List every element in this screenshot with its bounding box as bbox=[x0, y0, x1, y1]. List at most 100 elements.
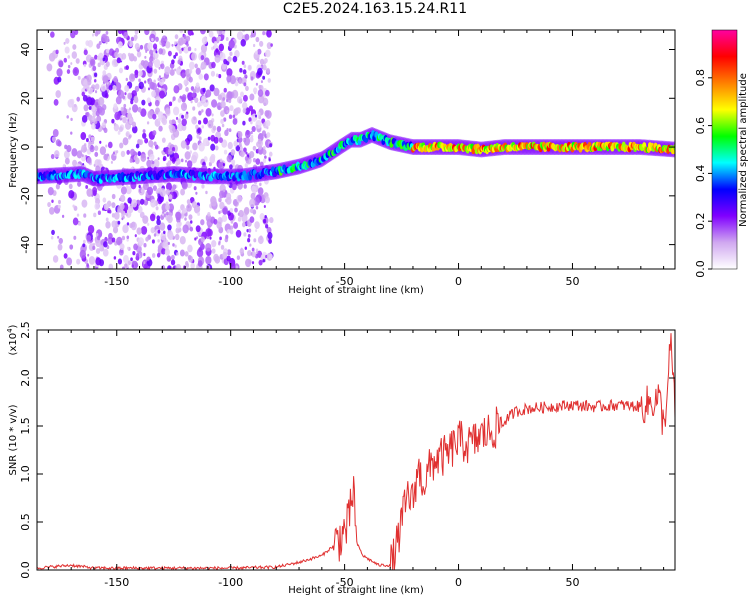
spectrogram-noise-blob bbox=[83, 143, 87, 147]
spectrogram-noise-blob bbox=[176, 44, 181, 51]
spectrogram-noise-blob bbox=[131, 121, 137, 128]
spectrogram-noise-blob bbox=[175, 52, 178, 57]
spectrogram-noise-blob bbox=[120, 106, 124, 112]
spectrogram-noise-blob bbox=[90, 136, 95, 142]
spectrogram-noise-blob bbox=[122, 137, 129, 146]
spectrogram-noise-blob bbox=[138, 70, 143, 77]
spectrogram-noise-blob bbox=[264, 58, 268, 64]
spectrogram-noise-blob bbox=[55, 49, 59, 55]
spectrogram-noise-blob bbox=[249, 216, 255, 223]
spectrogram-noise-blob bbox=[183, 34, 187, 39]
spectrogram-noise-blob bbox=[47, 201, 51, 208]
spectrogram-noise-blob bbox=[103, 153, 108, 161]
spectrogram-noise-blob bbox=[201, 109, 204, 113]
spectrogram-noise-blob bbox=[188, 69, 193, 74]
spectrogram-noise-blob bbox=[161, 150, 164, 154]
spectrogram-noise-blob bbox=[159, 188, 166, 197]
spectrogram-noise-blob bbox=[184, 217, 187, 221]
spectrogram-noise-blob bbox=[261, 130, 266, 136]
spectrogram-noise-blob bbox=[143, 243, 147, 248]
spectrogram-noise-blob bbox=[124, 263, 128, 268]
colorbar-label: Normalized spectral amplitude bbox=[738, 73, 749, 227]
spectrogram-noise-blob bbox=[199, 242, 202, 246]
colorbar bbox=[711, 29, 738, 270]
spectrogram-noise-blob bbox=[251, 30, 257, 38]
spectrogram-noise-blob bbox=[143, 252, 146, 257]
spectrogram-noise-blob bbox=[190, 262, 195, 269]
spectrogram-noise-blob bbox=[193, 204, 201, 214]
spectrogram-noise-blob bbox=[195, 225, 201, 233]
spectrogram-noise-blob bbox=[235, 229, 242, 238]
spectrogram-noise-blob bbox=[94, 54, 98, 60]
spectrogram-noise-blob bbox=[99, 244, 105, 252]
spectrogram-noise-blob bbox=[137, 106, 142, 113]
spectrogram-noise-blob bbox=[186, 145, 190, 150]
spectrogram-noise-blob bbox=[186, 203, 192, 212]
spectrogram-noise-blob bbox=[180, 188, 186, 196]
spectrogram-noise-blob bbox=[235, 107, 239, 113]
spectrogram-noise-blob bbox=[150, 199, 157, 208]
spectrogram-noise-blob bbox=[88, 105, 92, 110]
snr-series-line bbox=[37, 333, 675, 570]
spectrogram-noise-blob bbox=[255, 119, 262, 129]
spectrogram-noise-blob bbox=[259, 58, 265, 66]
spectrogram-noise-blob bbox=[111, 220, 117, 228]
spectrogram-noise-blob bbox=[220, 100, 226, 109]
spectrogram-noise-blob bbox=[153, 68, 158, 74]
spectrogram-noise-blob bbox=[215, 73, 219, 78]
spectrogram-noise-blob bbox=[181, 96, 186, 103]
spectrogram-noise-blob bbox=[99, 230, 102, 234]
spectrogram-noise-blob bbox=[87, 39, 94, 48]
spectrogram-noise-blob bbox=[111, 237, 116, 243]
spectrogram-noise-blob bbox=[166, 255, 172, 262]
spectrogram-noise-blob bbox=[207, 136, 211, 141]
spectrogram-noise-blob bbox=[248, 117, 252, 122]
spectrogram-noise-blob bbox=[157, 239, 160, 243]
spectrogram-noise-blob bbox=[251, 126, 256, 132]
spectrogram-noise-blob bbox=[86, 96, 93, 106]
spectrogram-noise-blob bbox=[155, 36, 159, 42]
spectrogram-noise-blob bbox=[226, 75, 232, 83]
spectrogram-noise-blob bbox=[198, 110, 202, 116]
spectrogram-xtick-label: -150 bbox=[104, 275, 129, 288]
spectrogram-noise-blob bbox=[267, 78, 271, 83]
spectrogram-noise-blob bbox=[70, 117, 73, 122]
spectrogram-noise-blob bbox=[51, 136, 56, 143]
spectrogram-noise-blob bbox=[255, 82, 259, 86]
spectrogram-noise-blob bbox=[49, 206, 55, 215]
spectrogram-noise-blob bbox=[184, 251, 189, 257]
spectrogram-noise-blob bbox=[100, 83, 107, 92]
spectrogram-noise-blob bbox=[228, 114, 233, 120]
spectrogram-noise-blob bbox=[188, 76, 193, 83]
spectrogram-noise-blob bbox=[164, 66, 171, 75]
spectrogram-noise-blob bbox=[205, 108, 212, 117]
spectrogram-noise-blob bbox=[138, 139, 143, 146]
spectrogram-noise-blob bbox=[99, 107, 105, 116]
spectrogram-noise-blob bbox=[157, 77, 160, 81]
spectrogram-noise-blob bbox=[212, 125, 217, 131]
spectrogram-noise-blob bbox=[94, 83, 100, 90]
spectrogram-noise-blob bbox=[258, 94, 265, 104]
spectrogram-noise-blob bbox=[216, 221, 222, 229]
spectrogram-noise-blob bbox=[47, 186, 54, 196]
spectrogram-noise-blob bbox=[243, 136, 251, 146]
spectrogram-noise-blob bbox=[251, 261, 255, 265]
spectrogram-noise-blob bbox=[242, 102, 248, 110]
spectrogram-noise-blob bbox=[153, 233, 157, 237]
spectrogram-noise-blob bbox=[118, 126, 124, 133]
spectrogram-noise-blob bbox=[77, 181, 82, 187]
spectrogram-noise-blob bbox=[203, 117, 208, 125]
spectrogram-noise-blob bbox=[70, 131, 73, 135]
spectrogram-noise-blob bbox=[215, 145, 219, 151]
spectrogram-noise-blob bbox=[165, 203, 170, 211]
spectrogram-noise-blob bbox=[158, 125, 163, 132]
spectrogram-noise-blob bbox=[118, 67, 123, 74]
spectrogram-noise-blob bbox=[137, 151, 142, 157]
spectrogram-noise-blob bbox=[158, 75, 161, 79]
spectrogram-noise-blob bbox=[152, 130, 157, 136]
spectrogram-noise-blob bbox=[87, 87, 93, 95]
spectrogram-noise-blob bbox=[61, 214, 65, 218]
spectrogram-noise-blob bbox=[142, 132, 147, 139]
spectrogram-noise-blob bbox=[69, 244, 74, 250]
spectrogram-noise-blob bbox=[95, 232, 99, 237]
